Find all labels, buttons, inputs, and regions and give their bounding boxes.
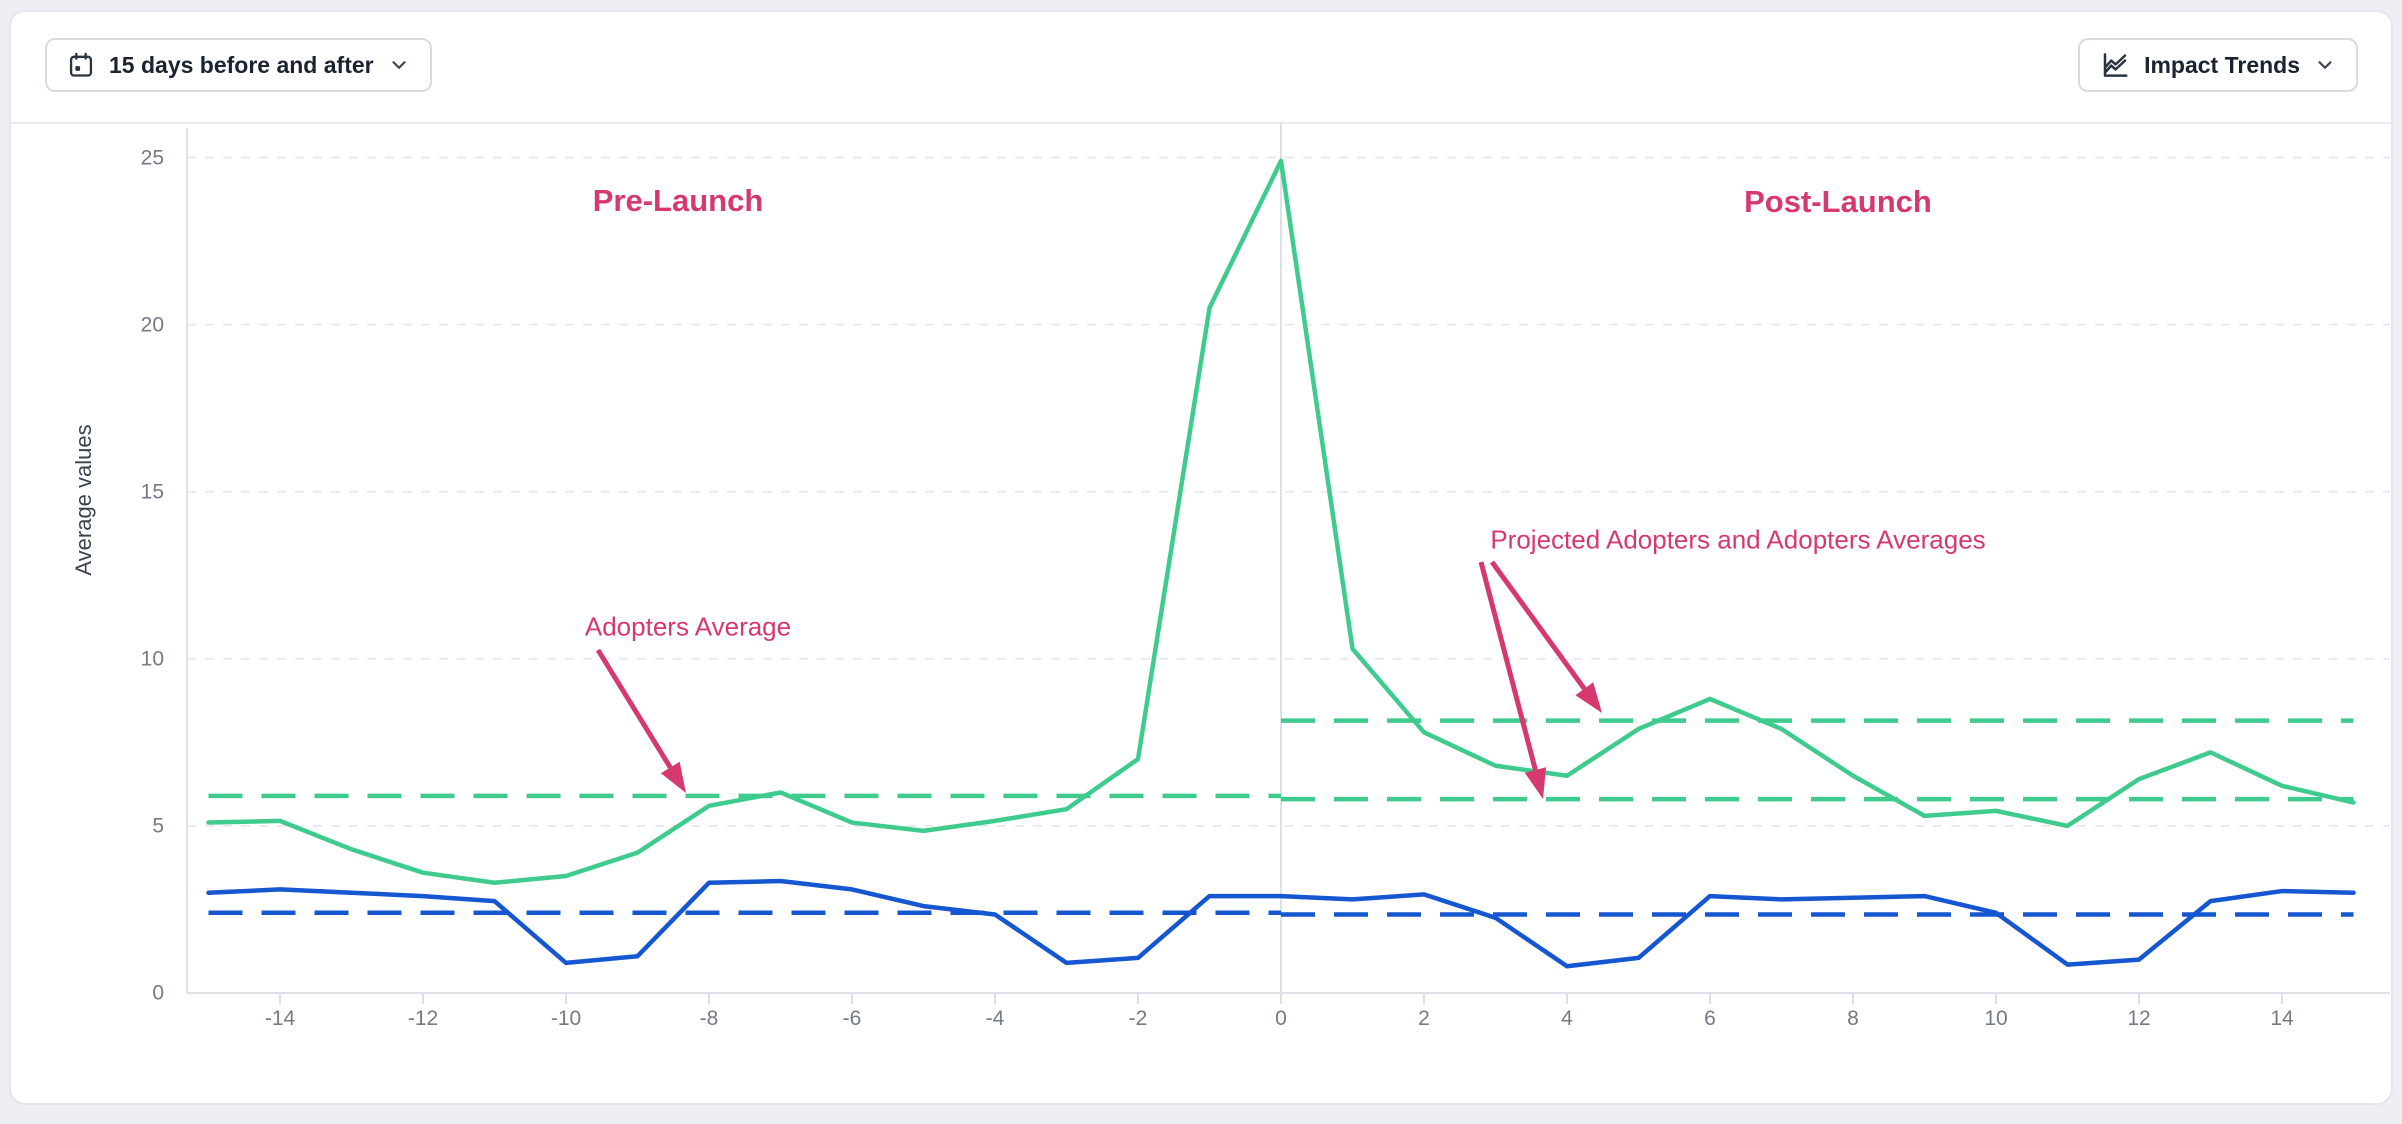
impact-trends-card: 15 days before and after Impact Trends bbox=[9, 10, 2393, 1105]
x-tick-label: -14 bbox=[264, 1007, 296, 1030]
y-tick-label: 20 bbox=[140, 313, 164, 337]
impact-trends-dropdown[interactable]: Impact Trends bbox=[2078, 38, 2358, 92]
x-tick-label: 8 bbox=[1847, 1007, 1859, 1030]
x-tick-label: -8 bbox=[699, 1007, 719, 1030]
x-tick-label: -2 bbox=[1128, 1007, 1148, 1030]
x-tick-label: 12 bbox=[2127, 1007, 2151, 1030]
projected-averages-annotation: Projected Adopters and Adopters Averages bbox=[1490, 524, 1986, 555]
y-axis-title: Average values bbox=[71, 424, 96, 576]
pre-launch-label: Pre-Launch bbox=[592, 183, 764, 218]
chevron-down-icon bbox=[388, 54, 410, 76]
y-tick-label: 25 bbox=[140, 146, 164, 169]
y-tick-label: 15 bbox=[140, 480, 164, 504]
x-tick-label: -6 bbox=[842, 1007, 862, 1030]
y-tick-label: 10 bbox=[140, 647, 164, 671]
x-tick-label: 6 bbox=[1704, 1007, 1716, 1030]
y-tick-label: 0 bbox=[152, 981, 164, 1005]
x-tick-label: 4 bbox=[1561, 1007, 1573, 1030]
post-launch-label: Post-Launch bbox=[1744, 184, 1932, 219]
x-tick-label: 10 bbox=[1984, 1007, 2008, 1030]
x-tick-label: -4 bbox=[985, 1007, 1005, 1030]
trend-chart-icon bbox=[2100, 50, 2130, 80]
x-tick-label: 14 bbox=[2270, 1007, 2294, 1030]
date-range-label: 15 days before and after bbox=[109, 51, 374, 78]
x-tick-label: 2 bbox=[1418, 1007, 1430, 1030]
adopters-average-annotation: Adopters Average bbox=[584, 611, 792, 642]
impact-trends-label: Impact Trends bbox=[2144, 51, 2300, 78]
chevron-down-icon bbox=[2314, 54, 2336, 76]
calendar-icon bbox=[67, 51, 95, 79]
date-range-dropdown[interactable]: 15 days before and after bbox=[45, 38, 432, 92]
y-tick-label: 5 bbox=[152, 814, 164, 838]
x-tick-label: -12 bbox=[407, 1007, 439, 1030]
x-tick-label: 0 bbox=[1275, 1007, 1287, 1030]
x-tick-label: -10 bbox=[550, 1007, 582, 1030]
card-header: 15 days before and after Impact Trends bbox=[11, 12, 2391, 124]
